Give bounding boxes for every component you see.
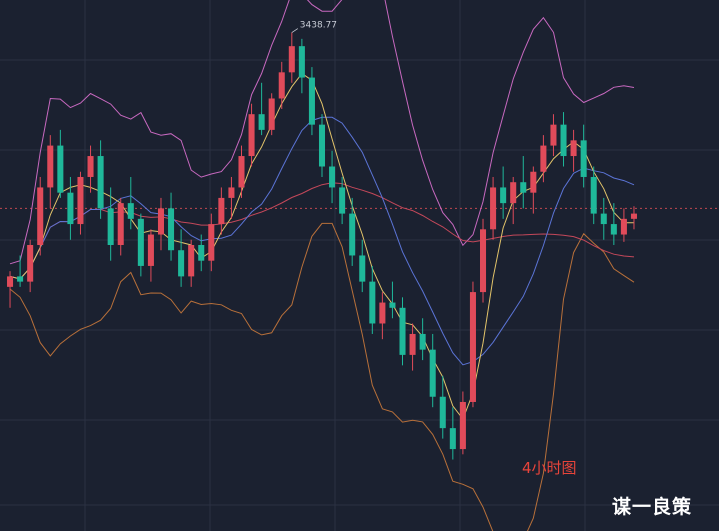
candle-body — [500, 187, 507, 204]
candle-body — [308, 77, 315, 125]
candle-body — [208, 224, 215, 261]
candle-body — [168, 208, 175, 251]
candle-body — [278, 72, 285, 99]
candle-body — [349, 213, 356, 256]
candle-body — [600, 213, 607, 225]
candle-body — [117, 203, 124, 245]
candle-body — [47, 145, 54, 188]
candle-body — [147, 234, 154, 266]
candle-body — [57, 145, 64, 193]
candle-body — [17, 276, 24, 282]
candle-body — [67, 192, 74, 225]
candle-body — [520, 182, 527, 193]
candle-body — [449, 428, 456, 450]
candle-body — [37, 187, 44, 245]
candle-body — [530, 171, 537, 193]
candle-body — [107, 208, 114, 245]
candle-body — [630, 213, 637, 219]
candle-body — [510, 182, 517, 204]
candle-body — [268, 98, 275, 130]
candle-body — [218, 197, 225, 225]
ma-slow-line — [9, 182, 635, 280]
ma-fast-line — [9, 72, 634, 421]
candle-body — [137, 218, 144, 266]
bollinger-lower-line — [9, 222, 635, 531]
candle-body — [620, 218, 627, 235]
candle-body — [27, 245, 34, 282]
candle-body — [379, 302, 386, 324]
candle-body — [77, 176, 84, 225]
candle-body — [359, 255, 366, 282]
candle-body — [459, 401, 466, 450]
candle-body — [87, 156, 94, 177]
candle-body — [238, 156, 245, 188]
candle-body — [318, 124, 326, 167]
candle-body — [439, 396, 446, 429]
candle-body — [540, 145, 547, 172]
candle-body — [399, 307, 406, 355]
candle-body — [570, 140, 577, 157]
candle-body — [550, 124, 557, 146]
candle-body — [479, 229, 487, 293]
candle-body — [97, 156, 104, 209]
candle-body — [7, 276, 14, 287]
candle-body — [198, 245, 205, 261]
candle-body — [560, 124, 567, 157]
candle-body — [429, 349, 436, 397]
high-marker-pointer — [291, 28, 299, 33]
candle-body — [178, 250, 185, 277]
candle-body — [580, 140, 587, 177]
candle-body — [188, 245, 195, 277]
candle-body — [157, 208, 165, 235]
candle-body — [369, 281, 376, 324]
candle-body — [288, 46, 295, 73]
candle-body — [298, 46, 305, 78]
candle-body — [339, 187, 346, 214]
timeframe-label: 4小时图 — [522, 459, 577, 477]
candle-body — [389, 302, 396, 308]
candle-body — [409, 333, 416, 355]
bollinger-upper-line — [9, 0, 635, 265]
candle-body — [228, 187, 235, 198]
candle-body — [610, 224, 617, 235]
high-price-label: 3438.77 — [300, 21, 337, 31]
watermark-text: 谋一良策 — [612, 496, 693, 518]
candle-body — [469, 292, 476, 402]
candle-body — [248, 114, 255, 157]
candle-body — [329, 166, 336, 188]
candle-body — [590, 176, 597, 214]
candle-body — [258, 114, 265, 130]
candle-body — [127, 203, 134, 219]
candle-body — [419, 333, 426, 350]
candle-body — [490, 187, 497, 230]
